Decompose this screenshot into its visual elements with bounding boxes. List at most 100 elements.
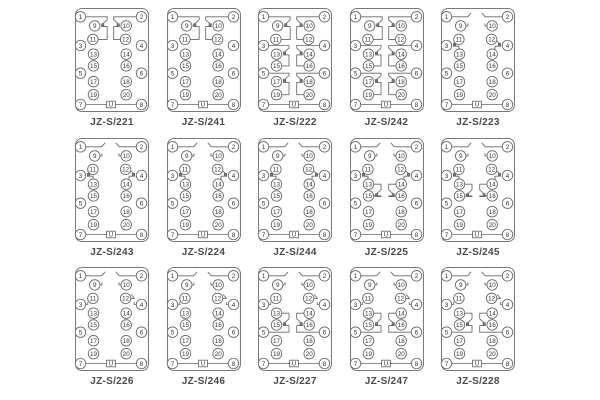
svg-text:3: 3 [79, 43, 83, 50]
svg-text:U: U [292, 102, 296, 109]
svg-text:10: 10 [306, 282, 314, 289]
svg-text:4: 4 [414, 302, 418, 309]
svg-text:14: 14 [306, 181, 314, 188]
svg-text:5: 5 [79, 71, 83, 78]
svg-text:6: 6 [231, 200, 235, 207]
svg-text:9: 9 [367, 153, 371, 160]
svg-text:17: 17 [273, 79, 281, 86]
svg-text:12: 12 [397, 296, 405, 303]
svg-text:11: 11 [90, 37, 97, 44]
svg-text:7: 7 [353, 361, 357, 368]
svg-text:17: 17 [364, 338, 372, 345]
svg-text:17: 17 [181, 209, 189, 216]
svg-text:3: 3 [353, 302, 357, 309]
svg-text:11: 11 [364, 166, 371, 173]
svg-text:10: 10 [123, 153, 131, 160]
svg-text:5: 5 [353, 330, 357, 337]
svg-text:17: 17 [90, 79, 98, 86]
svg-text:3: 3 [353, 172, 357, 179]
svg-text:20: 20 [397, 92, 405, 99]
svg-text:19: 19 [181, 351, 189, 358]
svg-text:15: 15 [364, 193, 372, 200]
svg-text:U: U [109, 361, 113, 368]
svg-text:19: 19 [456, 92, 464, 99]
svg-text:9: 9 [276, 23, 280, 30]
svg-text:16: 16 [397, 63, 405, 70]
svg-text:19: 19 [273, 351, 281, 358]
svg-text:3: 3 [445, 172, 449, 179]
svg-text:7: 7 [353, 102, 357, 109]
svg-text:15: 15 [273, 322, 281, 329]
svg-text:2: 2 [323, 14, 327, 21]
svg-text:16: 16 [397, 322, 405, 329]
svg-text:8: 8 [414, 231, 418, 238]
svg-text:4: 4 [506, 172, 510, 179]
svg-text:7: 7 [353, 231, 357, 238]
svg-text:5: 5 [262, 330, 266, 337]
svg-text:13: 13 [456, 311, 464, 318]
svg-text:U: U [475, 361, 479, 368]
svg-text:1: 1 [445, 273, 449, 280]
svg-text:9: 9 [276, 282, 280, 289]
svg-text:11: 11 [273, 37, 280, 44]
svg-text:5: 5 [79, 200, 83, 207]
svg-text:2: 2 [414, 14, 418, 21]
svg-text:7: 7 [79, 231, 83, 238]
svg-text:11: 11 [456, 296, 463, 303]
svg-text:17: 17 [364, 209, 372, 216]
svg-text:2: 2 [414, 273, 418, 280]
svg-text:14: 14 [214, 52, 222, 59]
svg-text:9: 9 [276, 153, 280, 160]
svg-text:16: 16 [214, 193, 222, 200]
svg-text:6: 6 [323, 330, 327, 337]
svg-text:1: 1 [262, 14, 266, 21]
svg-text:11: 11 [90, 296, 97, 303]
svg-text:3: 3 [79, 302, 83, 309]
svg-text:3: 3 [170, 43, 174, 50]
svg-text:U: U [475, 231, 479, 238]
svg-text:8: 8 [323, 102, 327, 109]
svg-text:18: 18 [214, 79, 222, 86]
svg-text:3: 3 [170, 172, 174, 179]
svg-text:15: 15 [181, 322, 189, 329]
svg-text:18: 18 [489, 209, 497, 216]
svg-text:3: 3 [262, 172, 266, 179]
svg-text:14: 14 [397, 181, 405, 188]
svg-text:6: 6 [231, 330, 235, 337]
svg-text:13: 13 [181, 52, 189, 59]
svg-text:18: 18 [306, 209, 314, 216]
svg-text:13: 13 [90, 52, 98, 59]
svg-text:5: 5 [353, 71, 357, 78]
svg-text:U: U [292, 231, 296, 238]
svg-text:8: 8 [231, 361, 235, 368]
svg-text:8: 8 [323, 361, 327, 368]
svg-text:5: 5 [445, 200, 449, 207]
svg-text:19: 19 [273, 92, 281, 99]
svg-text:5: 5 [79, 330, 83, 337]
svg-text:16: 16 [123, 322, 131, 329]
svg-text:15: 15 [90, 322, 98, 329]
svg-text:13: 13 [273, 52, 281, 59]
svg-text:1: 1 [79, 14, 83, 21]
svg-text:15: 15 [364, 322, 372, 329]
svg-text:8: 8 [140, 231, 144, 238]
svg-text:16: 16 [489, 322, 497, 329]
svg-text:20: 20 [123, 351, 131, 358]
svg-text:8: 8 [140, 361, 144, 368]
svg-text:13: 13 [90, 181, 98, 188]
svg-text:7: 7 [79, 361, 83, 368]
svg-text:12: 12 [305, 296, 313, 303]
svg-text:11: 11 [181, 296, 188, 303]
svg-text:U: U [383, 231, 387, 238]
svg-text:2: 2 [140, 14, 144, 21]
svg-text:2: 2 [231, 273, 235, 280]
svg-text:20: 20 [214, 351, 222, 358]
svg-text:U: U [109, 231, 113, 238]
svg-text:5: 5 [262, 200, 266, 207]
svg-text:4: 4 [231, 172, 235, 179]
svg-text:16: 16 [306, 63, 314, 70]
svg-text:8: 8 [506, 102, 510, 109]
svg-text:2: 2 [506, 14, 510, 21]
svg-text:11: 11 [273, 296, 280, 303]
svg-text:16: 16 [123, 193, 131, 200]
